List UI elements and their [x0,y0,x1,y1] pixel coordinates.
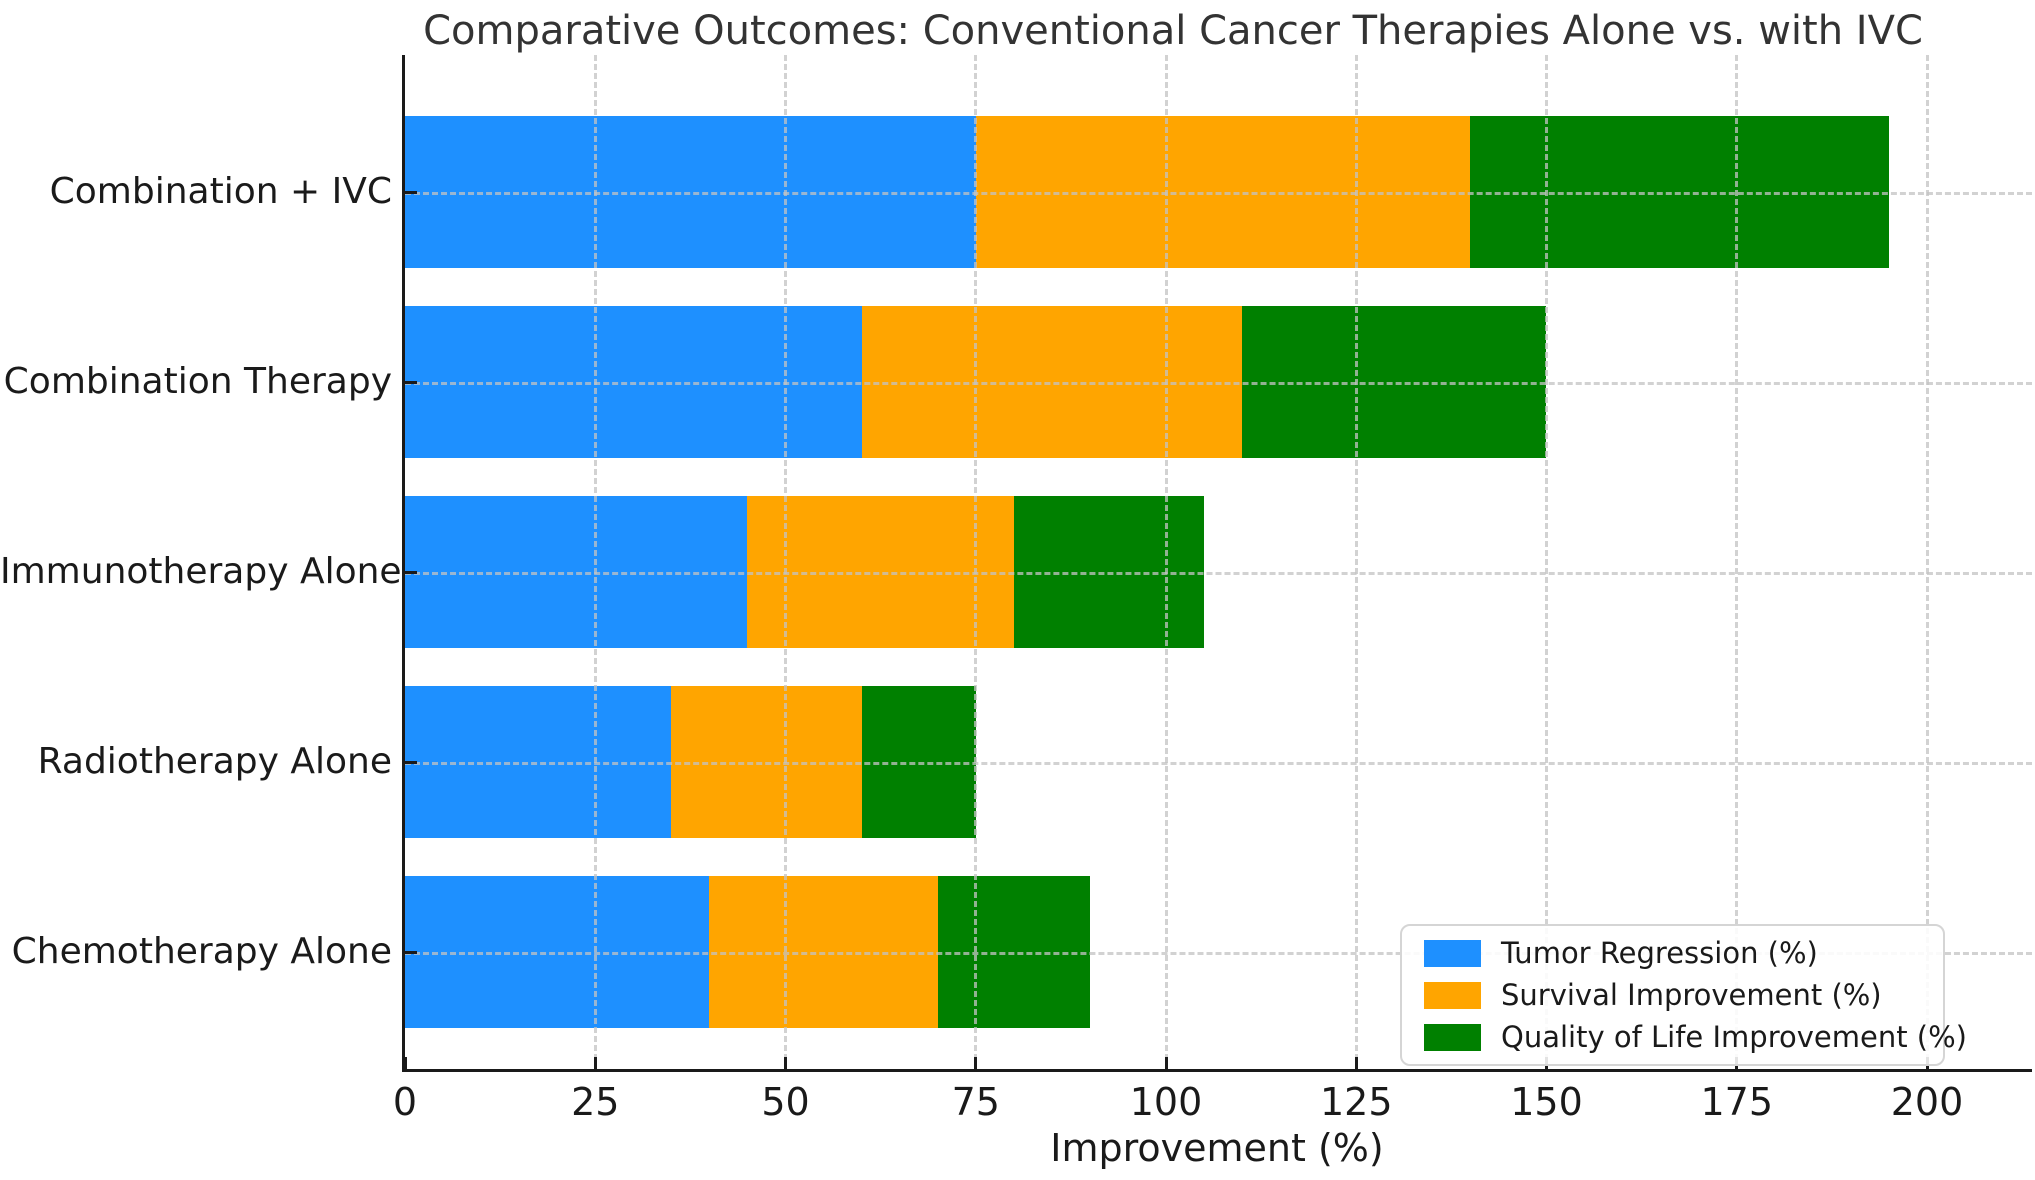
legend-row: Tumor Regression (%) [1424,936,1927,970]
v-gridline [1735,55,1739,1069]
x-tick-label: 50 [761,1080,810,1124]
y-tick-label: Radiotherapy Alone [37,741,392,782]
legend: Tumor Regression (%) Survival Improvement… [1400,924,1967,1066]
x-tick-mark [784,1057,787,1069]
x-tick-mark [593,1057,597,1069]
x-tick-mark [974,1057,978,1069]
x-tick-mark [403,1057,407,1069]
x-tick-mark [1354,1057,1358,1069]
y-tick-label: Combination + IVC [49,171,392,212]
x-tick-mark [1164,1057,1168,1069]
x-tick-label: 175 [1700,1080,1774,1124]
h-gridline [405,382,2032,385]
tickmark-layer [403,55,2032,1069]
legend-label: Quality of Life Improvement (%) [1501,1020,1967,1054]
y-tick-label: Chemotherapy Alone [11,931,392,972]
x-tick-label: 100 [1129,1080,1203,1124]
v-gridline [1545,55,1548,1069]
legend-row: Quality of Life Improvement (%) [1424,1020,1967,1054]
x-tick-label: 25 [571,1080,620,1124]
y-tick-label: Immunotherapy Alone [0,551,402,592]
h-gridline [405,192,2032,195]
legend-swatch [1424,981,1481,1009]
x-tick-label: 0 [392,1080,418,1124]
v-gridline [1354,55,1358,1069]
chart-title: Comparative Outcomes: Conventional Cance… [423,8,1923,54]
y-tick-mark [405,570,417,574]
legend-swatch [1424,939,1481,967]
h-gridline [405,762,2032,765]
grid-layer [405,55,2032,1069]
h-gridline [405,572,2032,575]
legend-row: Survival Improvement (%) [1424,978,1927,1012]
h-gridline [405,952,2032,955]
y-tick-mark [405,950,417,954]
plot-area [402,55,2032,1072]
y-tick-mark [405,760,417,764]
v-gridline [974,55,978,1069]
legend-label: Tumor Regression (%) [1501,936,1818,970]
y-tick-mark [405,380,417,384]
x-tick-label: 75 [951,1080,1000,1124]
v-gridline [1164,55,1168,1069]
y-tick-label: Combination Therapy [3,361,392,402]
x-tick-label: 200 [1890,1080,1964,1124]
v-gridline [1925,55,1929,1069]
v-gridline [593,55,597,1069]
x-axis-title: Improvement (%) [1050,1126,1384,1170]
x-tick-label: 125 [1319,1080,1393,1124]
x-tick-label: 150 [1510,1080,1583,1124]
y-tick-mark [405,190,417,194]
v-gridline [784,55,787,1069]
legend-swatch [1424,1023,1481,1051]
legend-label: Survival Improvement (%) [1501,978,1882,1012]
